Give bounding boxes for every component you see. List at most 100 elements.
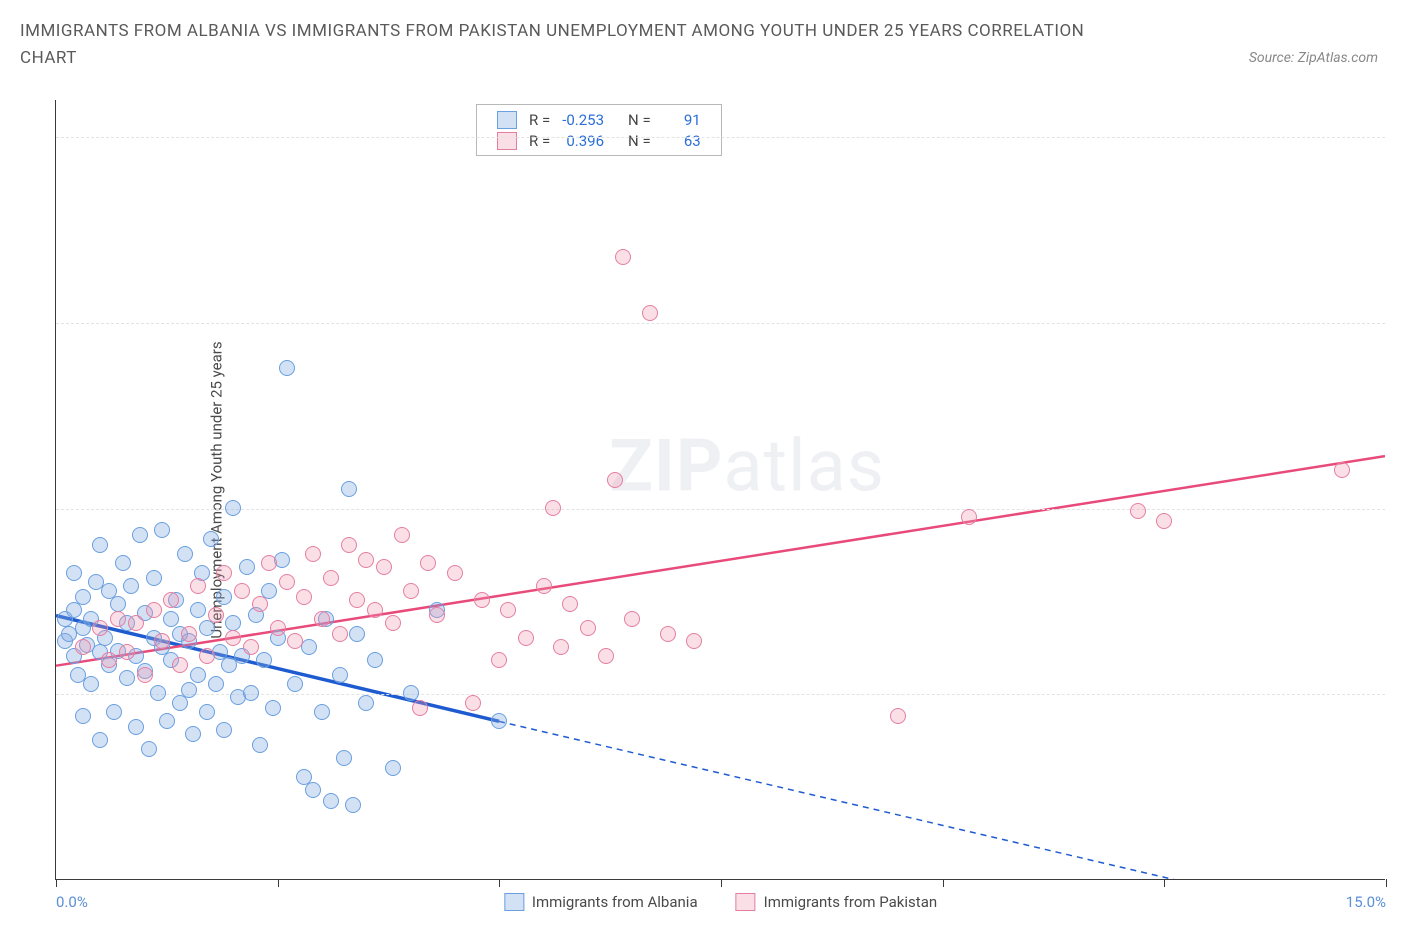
data-point (75, 708, 91, 724)
data-point (296, 589, 312, 605)
data-point (385, 615, 401, 631)
data-point (181, 682, 197, 698)
data-point (332, 667, 348, 683)
data-point (279, 360, 295, 376)
x-tick (1164, 879, 1165, 887)
source-attribution: Source: ZipAtlas.com (1249, 50, 1378, 66)
data-point (199, 704, 215, 720)
swatch-bottom-s2 (736, 893, 756, 911)
data-point (83, 676, 99, 692)
data-point (243, 639, 259, 655)
data-point (305, 782, 321, 798)
data-point (305, 546, 321, 562)
data-point (225, 500, 241, 516)
data-point (358, 552, 374, 568)
data-point (256, 652, 272, 668)
y-tick-label: 20.0% (1390, 500, 1406, 518)
grid-line (56, 137, 1385, 138)
data-point (624, 611, 640, 627)
data-point (185, 726, 201, 742)
data-point (92, 620, 108, 636)
data-point (336, 750, 352, 766)
data-point (562, 596, 578, 612)
data-point (154, 633, 170, 649)
legend-item-series2: Immigrants from Pakistan (736, 893, 938, 911)
data-point (447, 565, 463, 581)
x-tick (56, 879, 57, 887)
y-tick-label: 10.0% (1390, 685, 1406, 703)
data-point (358, 695, 374, 711)
y-tick-label: 30.0% (1390, 314, 1406, 332)
data-point (110, 611, 126, 627)
data-point (150, 685, 166, 701)
data-point (243, 685, 259, 701)
data-point (92, 732, 108, 748)
data-point (598, 648, 614, 664)
data-point (403, 583, 419, 599)
data-point (403, 685, 419, 701)
data-point (341, 481, 357, 497)
R-label-2: R = (523, 130, 556, 151)
data-point (615, 249, 631, 265)
stats-row-series2: R = 0.396 N = 63 (491, 130, 707, 151)
x-tick (721, 879, 722, 887)
data-point (92, 537, 108, 553)
data-point (66, 565, 82, 581)
x-tick (943, 879, 944, 887)
data-point (216, 722, 232, 738)
data-point (234, 583, 250, 599)
data-point (345, 797, 361, 813)
data-point (208, 607, 224, 623)
data-point (367, 602, 383, 618)
data-point (961, 509, 977, 525)
data-point (146, 570, 162, 586)
data-point (270, 620, 286, 636)
data-point (163, 611, 179, 627)
data-point (216, 589, 232, 605)
data-point (686, 633, 702, 649)
data-point (890, 708, 906, 724)
data-point (491, 713, 507, 729)
data-point (190, 667, 206, 683)
data-point (429, 607, 445, 623)
data-point (181, 626, 197, 642)
N-label-2: N = (622, 130, 657, 151)
x-tick (278, 879, 279, 887)
data-point (536, 578, 552, 594)
data-point (287, 676, 303, 692)
data-point (252, 737, 268, 753)
data-point (216, 565, 232, 581)
data-point (287, 633, 303, 649)
data-point (465, 695, 481, 711)
data-point (545, 500, 561, 516)
grid-line (56, 509, 1385, 510)
N-value-1: 91 (657, 109, 707, 130)
swatch-series2 (497, 132, 517, 150)
R-value-1: -0.253 (556, 109, 610, 130)
data-point (500, 602, 516, 618)
trend-lines-layer (56, 100, 1385, 879)
watermark-atlas: atlas (723, 424, 885, 509)
data-point (177, 546, 193, 562)
data-point (199, 648, 215, 664)
R-value-2: 0.396 (556, 130, 610, 151)
data-point (115, 555, 131, 571)
data-point (203, 531, 219, 547)
data-point (190, 578, 206, 594)
data-point (1334, 462, 1350, 478)
data-point (163, 592, 179, 608)
data-point (332, 626, 348, 642)
x-tick (1386, 879, 1387, 887)
data-point (279, 574, 295, 590)
data-point (314, 611, 330, 627)
stats-legend-box: R = -0.253 N = 91 R = 0.396 N = 63 (476, 104, 722, 156)
swatch-bottom-s1 (504, 893, 524, 911)
trend-line (499, 721, 1385, 879)
data-point (128, 719, 144, 735)
data-point (420, 555, 436, 571)
data-point (119, 644, 135, 660)
N-label-1: N = (622, 109, 657, 130)
data-point (1130, 503, 1146, 519)
bottom-legend: Immigrants from Albania Immigrants from … (504, 893, 937, 911)
data-point (314, 704, 330, 720)
